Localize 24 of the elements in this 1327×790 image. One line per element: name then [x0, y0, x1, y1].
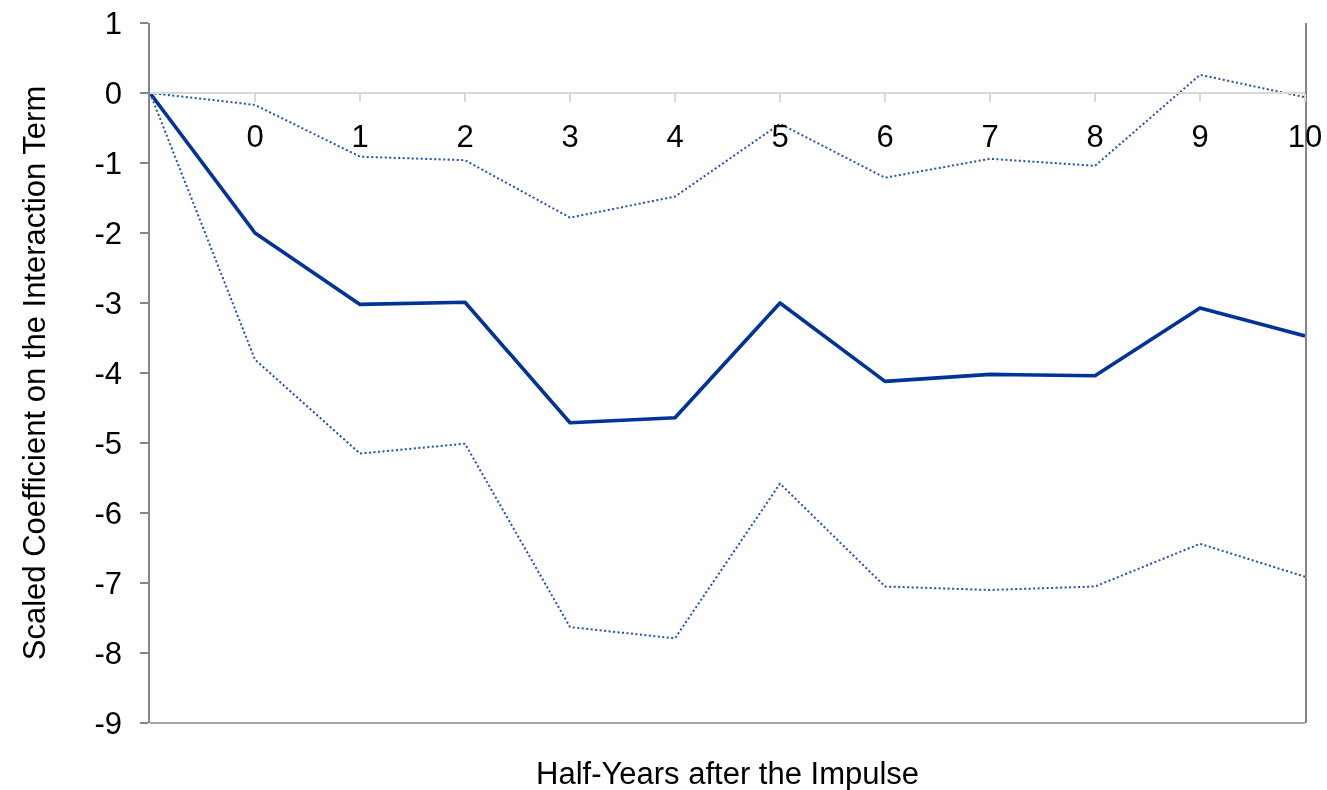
x-tick-label: 3 [561, 118, 579, 154]
y-tick-label: -7 [94, 565, 123, 601]
x-tick-label: 1 [351, 118, 369, 154]
x-tick-label: 8 [1086, 118, 1104, 154]
y-tick-label: 1 [104, 5, 123, 41]
y-axis-title: Scaled Coefficient on the Interaction Term [16, 85, 52, 661]
y-tick-label: -2 [94, 215, 123, 251]
y-tick-label: -5 [94, 425, 123, 461]
y-tick-label: -1 [94, 145, 123, 181]
x-axis-title: Half-Years after the Impulse [536, 756, 920, 790]
y-tick-label: -8 [94, 635, 123, 671]
x-tick-label: 6 [876, 118, 894, 154]
x-tick-label: 5 [771, 118, 789, 154]
y-tick-label: -6 [94, 495, 123, 531]
y-tick-label: -4 [94, 355, 123, 391]
x-tick-label: 2 [456, 118, 474, 154]
x-tick-label: 10 [1287, 118, 1323, 154]
x-tick-label: 7 [981, 118, 999, 154]
x-tick-label: 4 [666, 118, 684, 154]
y-tick-label: -3 [94, 285, 123, 321]
y-tick-label: -9 [94, 705, 123, 741]
x-tick-label: 0 [246, 118, 264, 154]
x-tick-label: 9 [1191, 118, 1209, 154]
y-tick-label: 0 [104, 75, 123, 111]
